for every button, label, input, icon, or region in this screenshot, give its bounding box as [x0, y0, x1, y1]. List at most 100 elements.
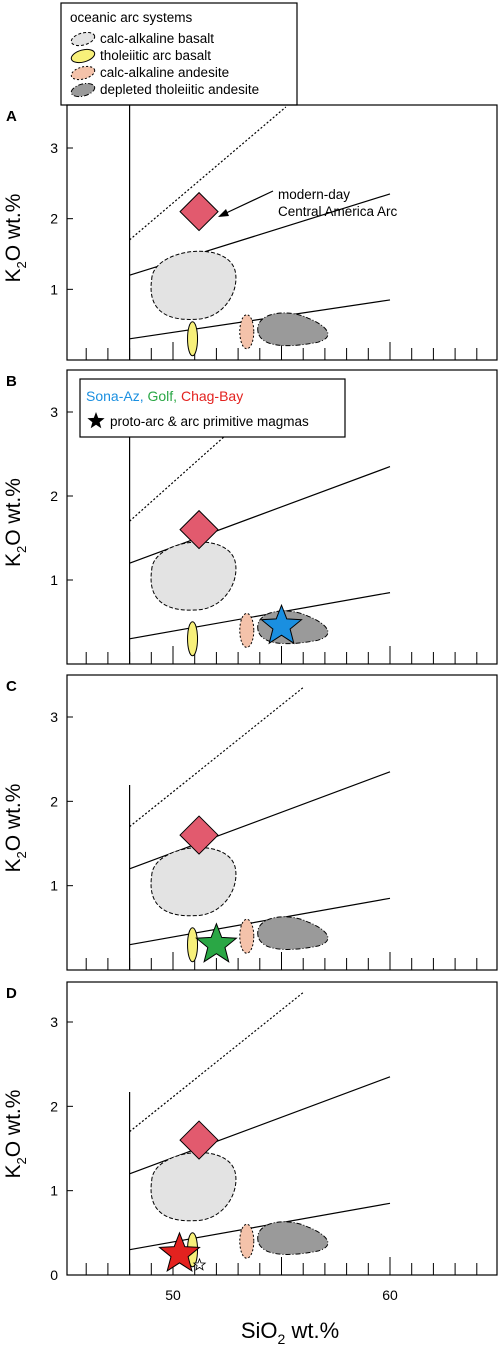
- y-tick-label: 1: [50, 1183, 58, 1199]
- tholeiitic-arc-basalt-field: [187, 927, 199, 963]
- y-axis-label-main: K: [2, 858, 25, 872]
- panel-label: A: [6, 108, 17, 125]
- calc-alkaline-basalt-field: [150, 250, 237, 320]
- y-axis-label-sub: 2: [14, 546, 29, 553]
- legend-item: calc-alkaline andesite: [70, 65, 229, 81]
- golf-label: Golf,: [147, 388, 180, 404]
- y-axis-label: K2O wt.%: [2, 1090, 29, 1179]
- classification-line: [129, 592, 391, 640]
- x-axis-label-main: SiO: [241, 1318, 278, 1343]
- y-axis-label-sub: 2: [14, 261, 29, 268]
- tholeiitic-arc-basalt-field: [187, 621, 199, 657]
- y-axis-label-main: K: [2, 268, 25, 282]
- legend-item: depleted tholeiitic andesite: [70, 82, 259, 98]
- annotation-arrow: [223, 190, 274, 215]
- classification-line: [129, 1202, 391, 1251]
- modern-day-central-america-arc-marker: [179, 509, 219, 550]
- panel-c: C 1 2 3 K2O wt.%: [2, 674, 498, 971]
- oceanic-arc-legend: oceanic arc systems calc-alkaline basalt…: [60, 2, 298, 106]
- legend-title: oceanic arc systems: [70, 10, 193, 25]
- annotation-arrowhead: [218, 209, 229, 217]
- y-axis-label: K2O wt.%: [2, 784, 29, 873]
- y-tick-label: 2: [50, 211, 58, 227]
- y-tick-label: 1: [50, 878, 58, 894]
- primitive-magma-star-chag-bay: [158, 1231, 201, 1273]
- sample-legend-text: Sona-Az, Golf, Chag-Bay: [86, 388, 243, 404]
- annotation-line1: modern-day: [278, 187, 350, 202]
- classification-line: [129, 299, 391, 340]
- legend-label: tholeiitic arc basalt: [100, 48, 211, 63]
- depleted-tholeiitic-andesite-field: [257, 916, 329, 950]
- y-axis-label-rest: O wt.%: [2, 1090, 25, 1158]
- y-tick-label: 3: [50, 140, 58, 156]
- primitive-magmas-legend: Sona-Az, Golf, Chag-Bay proto-arc & arc p…: [79, 378, 346, 438]
- legend-label: depleted tholeiitic andesite: [100, 82, 259, 97]
- calc-alkaline-andesite-field: [239, 612, 255, 648]
- y-axis-label-sub: 2: [14, 1157, 29, 1164]
- y-tick-label: 1: [50, 572, 58, 588]
- primitive-magma-star-sona-az: [260, 603, 303, 645]
- y-tick-label: 0: [50, 1267, 58, 1283]
- x-tick-label: 60: [382, 1287, 398, 1303]
- panel-label: B: [6, 373, 17, 390]
- depleted-tholeiitic-andesite-field: [257, 1221, 329, 1255]
- legend-label: calc-alkaline basalt: [100, 31, 214, 46]
- classification-line: [129, 771, 391, 870]
- y-axis-label: K2O wt.%: [2, 194, 29, 283]
- classification-line: [129, 897, 391, 946]
- classification-line: [129, 1076, 391, 1175]
- y-tick-label: 3: [50, 1014, 58, 1030]
- primitive-magma-star-golf: [195, 922, 238, 963]
- y-axis-label-main: K: [2, 1164, 25, 1178]
- panel-label: C: [6, 678, 17, 695]
- calc-alkaline-andesite-field: [239, 314, 255, 350]
- y-tick-label: 3: [50, 709, 58, 725]
- y-tick-label: 2: [50, 793, 58, 809]
- annotation-line2: Central America Arc: [278, 204, 398, 219]
- tholeiitic-arc-basalt-field: [187, 321, 199, 357]
- modern-day-central-america-arc-marker: [179, 1120, 219, 1160]
- sona-label: Sona-Az,: [86, 388, 147, 404]
- calc-alkaline-basalt-field: [150, 847, 237, 917]
- modern-day-central-america-arc-marker: [179, 191, 219, 232]
- y-tick-label: 3: [50, 404, 58, 420]
- x-axis-label-sub: 2: [278, 1331, 286, 1346]
- legend-label: calc-alkaline andesite: [100, 65, 229, 80]
- x-tick-label: 50: [165, 1287, 181, 1303]
- y-tick-label: 2: [50, 488, 58, 504]
- y-axis-label: K2O wt.%: [2, 478, 29, 567]
- classification-line: [129, 992, 304, 1133]
- y-axis-label-rest: O wt.%: [2, 478, 25, 546]
- panel-a: A 1 2 3 K2O wt.% modern-day Central America Ar…: [2, 104, 498, 361]
- panel-label: D: [6, 985, 17, 1002]
- calc-alkaline-andesite-field: [239, 1223, 255, 1259]
- x-axis-label: SiO2 wt.%: [241, 1318, 339, 1346]
- legend-swatch: [70, 31, 96, 47]
- legend-swatch: [70, 65, 96, 81]
- classification-line: [129, 431, 230, 522]
- depleted-tholeiitic-andesite-field: [257, 312, 329, 347]
- y-tick-label: 1: [50, 281, 58, 297]
- legend-swatch: [70, 82, 96, 98]
- calc-alkaline-basalt-field: [150, 1152, 237, 1222]
- y-axis-label-main: K: [2, 553, 25, 567]
- modern-day-central-america-arc-marker: [179, 815, 219, 855]
- small-star-marker: [192, 1257, 207, 1271]
- legend-box: [79, 378, 346, 438]
- legend-item: tholeiitic arc basalt: [70, 48, 211, 64]
- calc-alkaline-andesite-field: [239, 918, 255, 954]
- star-legend-icon: [87, 412, 105, 429]
- classification-line: [129, 687, 304, 828]
- x-axis-label-rest: wt.%: [285, 1318, 339, 1343]
- star-legend-label: proto-arc & arc primitive magmas: [110, 414, 309, 429]
- chag-label: Chag-Bay: [181, 388, 243, 404]
- calc-alkaline-basalt-field: [150, 541, 237, 611]
- legend-swatch: [70, 48, 96, 64]
- y-axis-label-sub: 2: [14, 851, 29, 858]
- y-tick-label: 2: [50, 1098, 58, 1114]
- svg-text:SiO2 wt.%: SiO2 wt.%: [241, 1318, 339, 1346]
- legend-item: calc-alkaline basalt: [70, 31, 214, 47]
